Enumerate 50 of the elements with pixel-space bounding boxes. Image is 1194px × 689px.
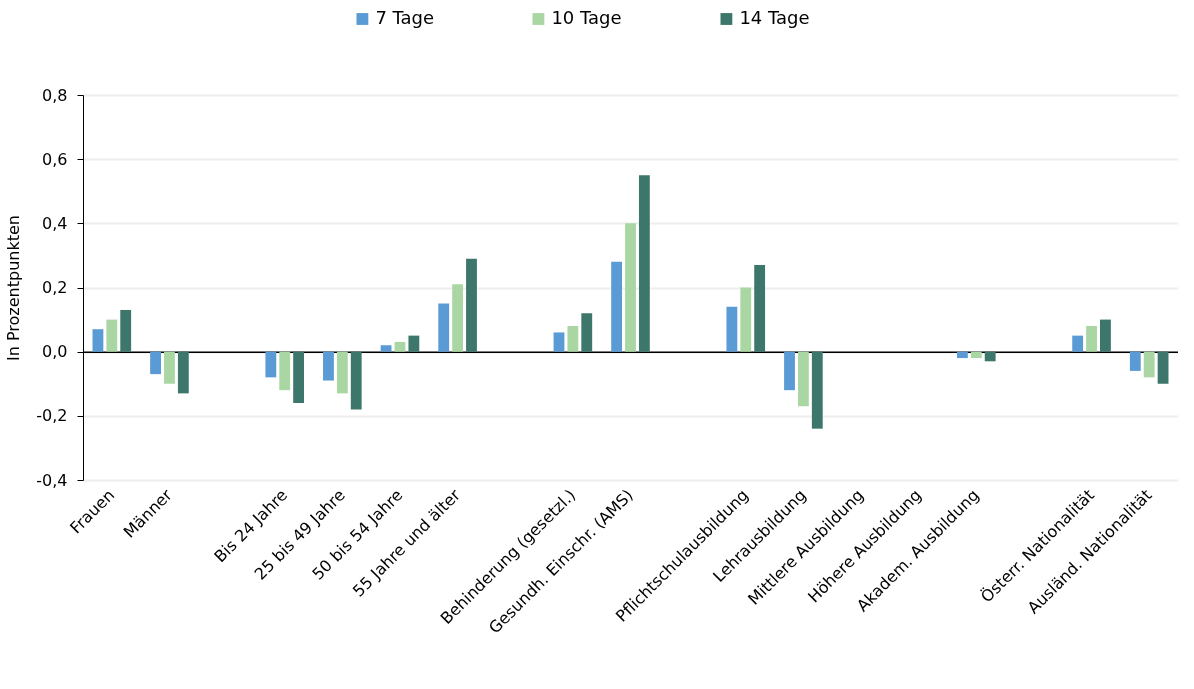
bar bbox=[265, 351, 277, 378]
bar bbox=[438, 303, 450, 352]
bar bbox=[164, 351, 175, 384]
bar bbox=[784, 351, 795, 391]
bar bbox=[350, 351, 362, 410]
bar bbox=[1100, 319, 1111, 352]
bar bbox=[120, 309, 132, 352]
bar bbox=[177, 351, 189, 394]
bar bbox=[754, 265, 766, 352]
bar bbox=[92, 329, 104, 352]
bar bbox=[797, 351, 809, 407]
bar bbox=[1143, 351, 1155, 378]
bar bbox=[1086, 326, 1097, 352]
bar bbox=[1072, 335, 1084, 352]
bar bbox=[956, 351, 968, 359]
y-tick-label: -0,4 bbox=[36, 470, 68, 490]
bar bbox=[293, 351, 305, 403]
bar bbox=[106, 319, 118, 352]
bar bbox=[611, 261, 623, 352]
bar bbox=[408, 335, 420, 352]
legend-label: 7 Tage bbox=[375, 7, 435, 28]
legend-label: 10 Tage bbox=[551, 7, 622, 28]
bar bbox=[970, 351, 982, 359]
y-tick-label: 0,6 bbox=[42, 149, 68, 169]
bar bbox=[323, 351, 334, 381]
bar bbox=[466, 258, 477, 352]
bar bbox=[726, 306, 738, 352]
bar bbox=[150, 351, 161, 375]
bar bbox=[740, 287, 752, 352]
y-tick-label: 0,0 bbox=[42, 342, 68, 362]
y-axis-title: In Prozentpunkten bbox=[4, 215, 24, 361]
bar bbox=[452, 284, 464, 352]
bar bbox=[336, 351, 348, 394]
bar bbox=[984, 351, 996, 362]
y-tick-label: -0,2 bbox=[36, 406, 68, 426]
bar bbox=[638, 175, 650, 352]
y-tick-label: 0,8 bbox=[42, 85, 68, 105]
legend-label: 14 Tage bbox=[739, 7, 810, 28]
bar bbox=[394, 342, 406, 352]
bar bbox=[553, 332, 565, 352]
bar bbox=[279, 351, 291, 391]
bar bbox=[581, 313, 593, 352]
bar bbox=[567, 326, 579, 352]
y-tick-label: 0,2 bbox=[42, 278, 68, 297]
bar bbox=[625, 223, 636, 352]
bar bbox=[811, 351, 823, 429]
bar bbox=[1157, 351, 1169, 384]
bar bbox=[380, 345, 392, 352]
bar bbox=[1129, 351, 1141, 371]
y-tick-label: 0,4 bbox=[42, 213, 68, 233]
